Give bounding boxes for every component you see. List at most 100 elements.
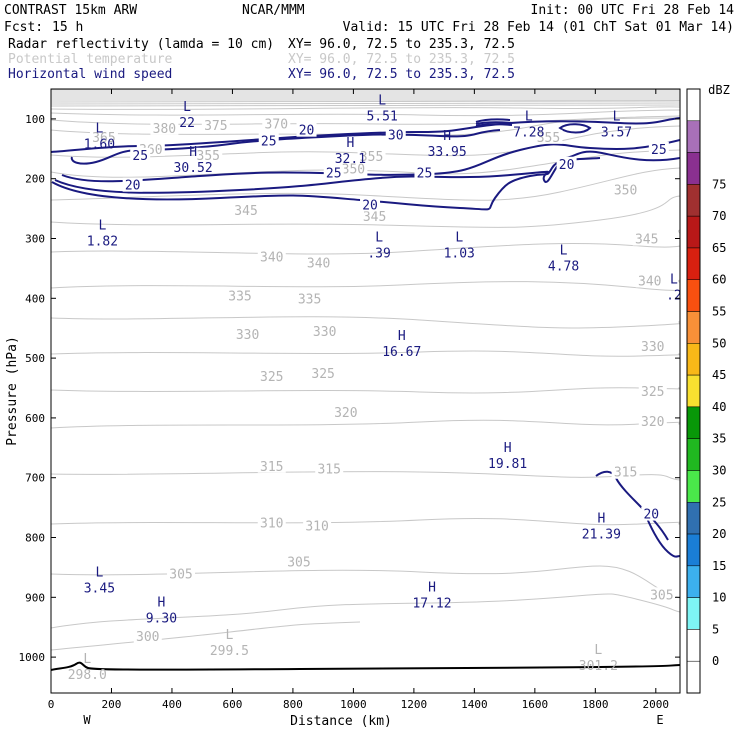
colorbar-swatch <box>686 247 701 280</box>
theta-contour-label: 365 <box>92 131 115 146</box>
colorbar-swatch <box>686 629 701 662</box>
forecast-hours: 15 h <box>52 20 83 35</box>
y-tick-label: 1000 <box>19 651 46 664</box>
theta-contour-label-bg <box>635 273 664 288</box>
colorbar-swatch <box>686 660 701 694</box>
x-tick-label: 600 <box>223 698 243 711</box>
extremum-value: 5.51 <box>366 110 397 125</box>
field-xy-wind: XY= 96.0, 72.5 to 235.3, 72.5 <box>288 67 515 82</box>
x-tick-label: 1400 <box>461 698 488 711</box>
extremum-value: 33.95 <box>428 145 467 160</box>
y-tick-label: 100 <box>25 113 45 126</box>
extremum-value: 32.1 <box>335 152 366 167</box>
extremum-value: 299.5 <box>210 644 249 659</box>
extremum-value: 3.57 <box>601 126 632 141</box>
x-tick-label: 1200 <box>401 698 428 711</box>
extremum-value: 16.67 <box>382 345 421 360</box>
theta-contour-label: 380 <box>153 122 176 137</box>
colorbar-swatch <box>686 311 701 344</box>
terrain-line <box>51 661 680 671</box>
theta-contour-label: 350 <box>614 183 637 198</box>
theta-contour-label: 315 <box>260 460 283 475</box>
theta-contour-label-bg <box>534 129 563 144</box>
colorbar-label: 75 <box>712 177 726 191</box>
theta-contour-label: 335 <box>298 292 321 307</box>
axes: 0 200 400 600 800 1000 1200 1400 1600 1800 2000 100… <box>19 89 680 711</box>
colorbar-label: 20 <box>712 527 726 541</box>
colorbar-label: 40 <box>712 400 726 414</box>
colorbar-label: 65 <box>712 241 726 255</box>
valid-time: Valid: 15 UTC Fri 28 Feb 14 (01 ChT Sat … <box>343 20 734 35</box>
theta-contour-label-bg <box>360 208 389 223</box>
colorbar-swatch <box>686 374 701 408</box>
theta-contour-label: 340 <box>638 274 661 289</box>
x-tick-label: 1800 <box>582 698 609 711</box>
theta-contour-label-bg <box>257 515 286 530</box>
theta-contour-label-bg <box>339 161 368 176</box>
low-marker: L <box>455 230 463 245</box>
wind-contour-label-bg <box>130 147 151 162</box>
theta-contour-label: 320 <box>334 406 357 421</box>
high-marker: H <box>597 512 605 527</box>
theta-contour-label: 325 <box>641 385 664 400</box>
wind-contour-labels: 20 30 25 25 25 25 25 20 20 20 20 <box>122 122 669 523</box>
theta-contour-label-bg <box>611 182 640 197</box>
theta-contour-label: 355 <box>197 149 220 164</box>
colorbar-swatch <box>686 565 701 598</box>
field-name-theta: Potential temperature <box>8 52 173 67</box>
low-marker: L <box>378 94 386 109</box>
colorbar-label: 35 <box>712 432 726 446</box>
wind-contour-label-bg <box>122 177 143 192</box>
colorbar-label: 60 <box>712 273 726 287</box>
theta-contour-label: 300 <box>136 630 159 645</box>
theta-contour-label-bg <box>232 202 261 217</box>
extremum-value: 301.2 <box>579 659 618 674</box>
colorbar-swatch <box>686 120 701 153</box>
theta-contour-label-bg <box>257 249 286 264</box>
extremum-value: 3.45 <box>84 581 115 596</box>
extremum-value: 1.82 <box>87 235 118 250</box>
theta-contour-label-bg <box>257 369 286 384</box>
theta-contour-label: 305 <box>650 588 673 603</box>
wind-contour-label: 20 <box>362 198 378 213</box>
wind-contour-label: 20 <box>643 508 659 523</box>
colorbar-label: 30 <box>712 463 726 477</box>
high-marker: H <box>189 145 197 160</box>
x-tick-label: 1000 <box>340 698 367 711</box>
wind-contour-label-bg <box>414 165 435 180</box>
colorbar-label: 55 <box>712 305 726 319</box>
colorbar-label: 50 <box>712 336 726 350</box>
theta-contour-label: 355 <box>360 150 383 165</box>
wind-contour-label-bg <box>641 506 662 521</box>
colorbar-label: 25 <box>712 495 726 509</box>
theta-contour-label: 325 <box>311 367 334 382</box>
theta-contour-label: 305 <box>287 555 310 570</box>
low-marker: L <box>183 100 191 115</box>
theta-contour-label-bg <box>194 147 223 162</box>
theta-contour-label: 320 <box>641 415 664 430</box>
low-marker: L <box>613 110 621 125</box>
colorbar-label: 45 <box>712 368 726 382</box>
colorbar: dBZ 0 5 10 15 20 25 30 35 40 45 50 55 60 65 70 75 <box>686 83 730 694</box>
theta-contour-label: 375 <box>204 119 227 134</box>
low-marker: L <box>525 110 533 125</box>
colorbar-label: 70 <box>712 209 726 223</box>
theta-contour-label: 345 <box>635 233 658 248</box>
colorbar-label: 10 <box>712 591 726 605</box>
extremum-value: 7.28 <box>513 126 544 141</box>
y-tick-label: 500 <box>25 352 45 365</box>
colorbar-unit: dBZ <box>708 83 730 97</box>
theta-contour-label: 370 <box>265 118 288 133</box>
theta-contour-label-bg <box>632 231 661 246</box>
theta-contour-label-bg <box>309 366 338 381</box>
y-axis-title: Pressure (hPa) <box>5 336 20 446</box>
extremum-value: 9.30 <box>146 611 177 626</box>
model-name: CONTRAST 15km ARW <box>4 3 137 18</box>
theta-contour-label-bg <box>133 629 162 644</box>
y-tick-label: 700 <box>25 472 45 485</box>
theta-contour-label-bg <box>331 404 360 419</box>
high-marker: H <box>428 580 436 595</box>
theta-contour-label: 330 <box>313 325 336 340</box>
x-tick-label: 400 <box>162 698 182 711</box>
wind-contour-label-bg <box>556 156 577 171</box>
